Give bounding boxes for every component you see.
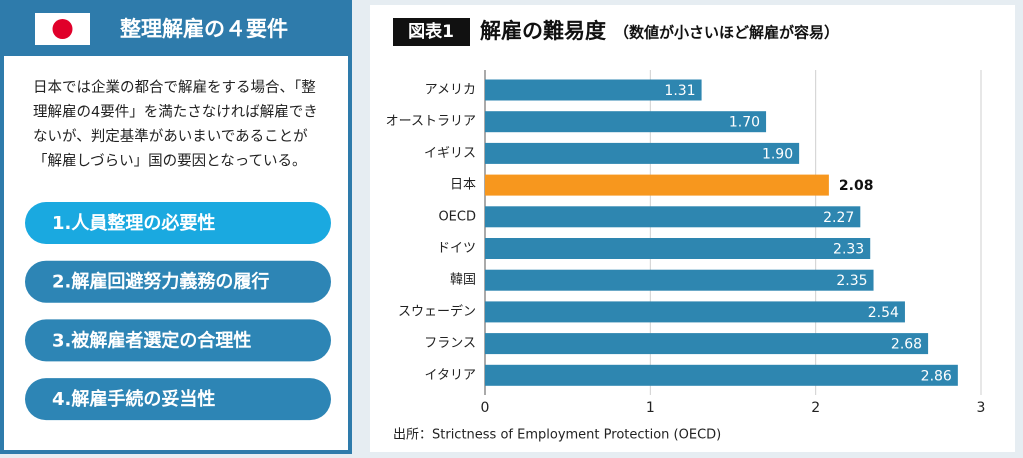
bar — [485, 238, 871, 259]
bar — [485, 364, 958, 386]
bar — [485, 79, 702, 101]
figure-label: 図表1 — [408, 21, 454, 42]
requirement-text: 3.被解雇者選定の合理性 — [52, 329, 251, 351]
body-text: 理解雇の4要件」を満たさなければ解雇でき — [33, 104, 318, 121]
bar — [485, 333, 929, 355]
source: 出所：Strictness of Employment Protection (… — [393, 428, 721, 443]
figure-label-box — [393, 18, 470, 46]
y-tick-label: イギリス — [424, 146, 476, 161]
y-tick-label: フランス — [424, 336, 476, 351]
bar — [485, 301, 905, 323]
value-label: 1.90 — [762, 146, 793, 162]
flag-sun — [52, 19, 73, 39]
requirement-pill — [25, 378, 331, 421]
value-label: 1.70 — [729, 115, 760, 131]
value-label: 2.54 — [868, 305, 899, 321]
panel-title: 整理解雇の４要件 — [120, 17, 288, 41]
requirement-pill — [25, 202, 331, 244]
x-tick-label: 1 — [646, 400, 655, 416]
bar — [485, 269, 874, 291]
y-tick-label: OECD — [438, 209, 476, 224]
body-text: ないが、判定基準があいまいであることが — [33, 128, 308, 145]
chart-subtitle: （数値が小さいほど解雇が容易） — [614, 24, 839, 42]
value-label: 2.27 — [823, 210, 854, 226]
requirement-pill — [25, 319, 331, 362]
value-label: 1.31 — [664, 83, 695, 99]
x-tick-label: 0 — [481, 400, 490, 416]
y-tick-label: イタリア — [425, 368, 476, 383]
bar — [485, 174, 829, 196]
x-tick-label: 3 — [977, 400, 986, 416]
y-tick-label: スウェーデン — [398, 303, 476, 319]
value-label: 2.08 — [839, 178, 874, 194]
y-tick-label: アメリカ — [425, 83, 476, 98]
body-text: 「解雇しづらい」国の要因となっている。 — [33, 153, 306, 170]
y-tick-label: ドイツ — [437, 241, 476, 256]
chart-title: 解雇の難易度 — [480, 19, 606, 43]
body-text: 日本では企業の都合で解雇をする場合、「整 — [33, 78, 316, 96]
x-tick-label: 2 — [811, 400, 820, 416]
bar — [485, 111, 767, 133]
requirement-text: 4.解雇手続の妥当性 — [52, 388, 215, 410]
bar — [485, 142, 800, 164]
y-tick-label: オーストラリア — [386, 114, 476, 129]
value-label: 2.35 — [836, 273, 867, 289]
requirement-text: 2.解雇回避努力義務の履行 — [52, 271, 269, 293]
bar — [485, 206, 861, 228]
requirement-text: 1.人員整理の必要性 — [52, 212, 215, 234]
y-tick-label: 韓国 — [450, 273, 476, 288]
value-label: 2.86 — [921, 368, 952, 384]
value-label: 2.33 — [833, 242, 864, 258]
requirement-pill — [25, 260, 331, 303]
y-tick-label: 日本 — [450, 178, 476, 193]
value-label: 2.68 — [891, 337, 922, 353]
